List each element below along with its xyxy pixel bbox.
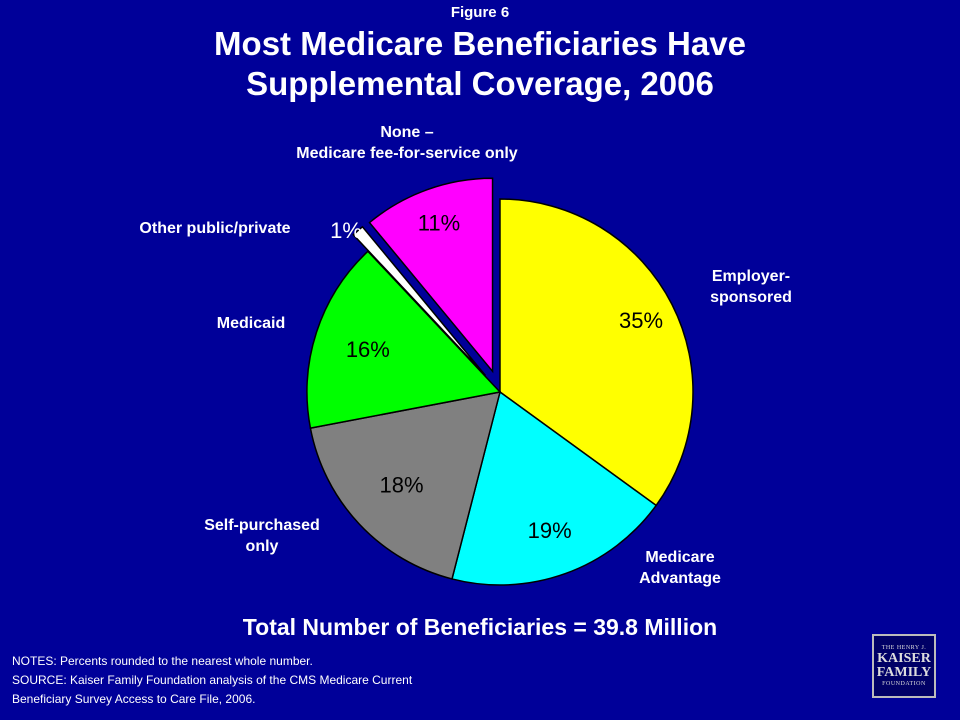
label-none-line1: None –: [380, 124, 434, 141]
source-line1: SOURCE: Kaiser Family Foundation analysi…: [12, 673, 413, 687]
label-employer-line2: sponsored: [710, 289, 792, 306]
pie-slice-2: [309, 391, 502, 580]
pie-slice-4: [352, 225, 487, 377]
pie-value-label-1: 19%: [528, 518, 572, 543]
pie-slice-5: [368, 177, 494, 374]
pie-value-label-4: 1%: [330, 218, 362, 243]
pie-slice-1: [451, 390, 658, 586]
notes-line1: NOTES: Percents rounded to the nearest w…: [12, 654, 313, 668]
label-none: None – Medicare fee-for-service only: [252, 122, 562, 164]
figure-label: Figure 6: [450, 4, 510, 21]
pie-slice-3: [306, 250, 502, 430]
label-none-line2: Medicare fee-for-service only: [296, 145, 518, 162]
label-self-purchased: Self-purchased only: [172, 515, 352, 557]
label-other: Other public/private: [139, 220, 291, 237]
label-medicare-advantage: Medicare Advantage: [600, 547, 760, 589]
label-self-line2: only: [245, 538, 279, 555]
pie-value-label-3: 16%: [346, 337, 390, 362]
label-medicaid: Medicaid: [216, 315, 286, 332]
pie-slice-0: [499, 198, 694, 507]
chart-title-line2: Supplemental Coverage, 2006: [246, 65, 714, 102]
pie-value-label-5: 11%: [418, 210, 460, 235]
total-beneficiaries: Total Number of Beneficiaries = 39.8 Mil…: [242, 614, 718, 640]
label-ma-line1: Medicare: [645, 549, 715, 566]
logo-line2: KAISER: [877, 651, 931, 666]
source-line2: Beneficiary Survey Access to Care File, …: [12, 692, 256, 706]
logo-line4: FOUNDATION: [882, 681, 926, 687]
logo-line3: FAMILY: [876, 665, 932, 680]
label-self-line1: Self-purchased: [204, 517, 320, 534]
pie-value-label-0: 35%: [619, 308, 663, 333]
label-ma-line2: Advantage: [639, 570, 721, 587]
kaiser-logo: THE HENRY J. KAISER FAMILY FOUNDATION: [872, 634, 936, 698]
label-employer: Employer- sponsored: [676, 266, 826, 308]
label-employer-line1: Employer-: [711, 268, 791, 285]
logo-line1: THE HENRY J.: [881, 645, 927, 651]
chart-title-line1: Most Medicare Beneficiaries Have: [214, 25, 746, 62]
pie-value-label-2: 18%: [379, 472, 423, 497]
notes: NOTES: Percents rounded to the nearest w…: [12, 652, 412, 709]
chart-title: Most Medicare Beneficiaries Have Supplem…: [0, 24, 960, 104]
